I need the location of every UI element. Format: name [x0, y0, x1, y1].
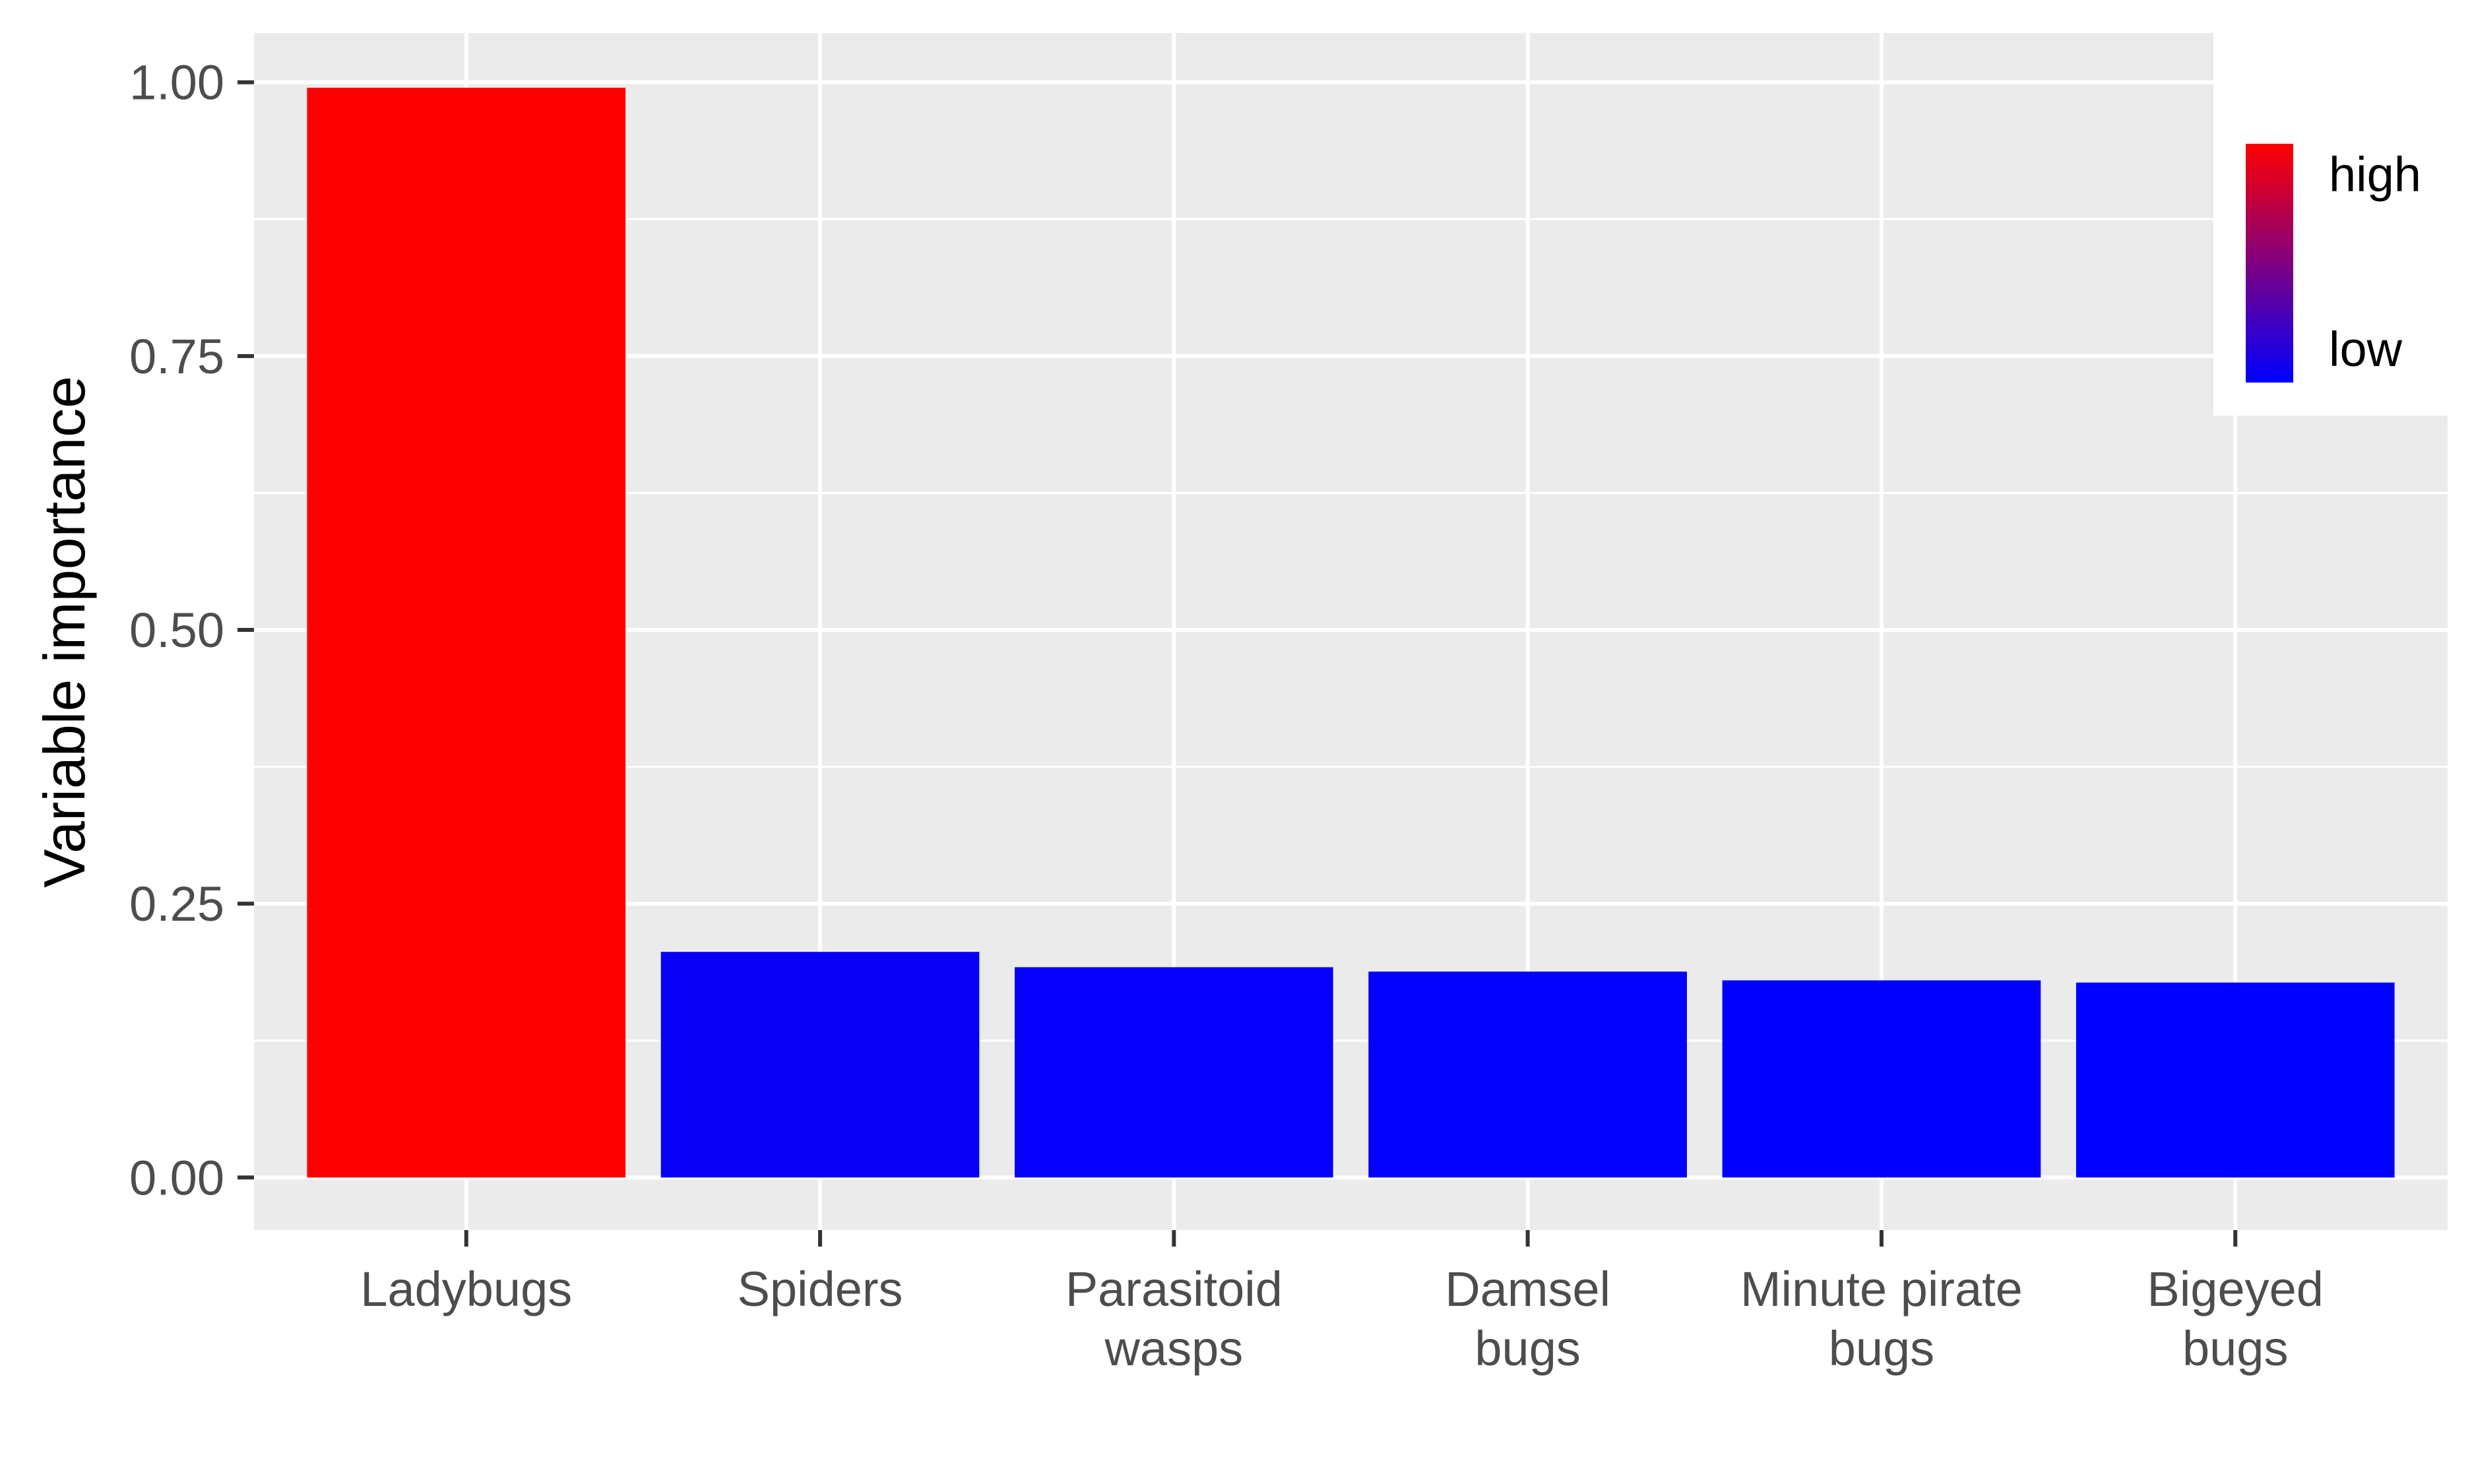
x-axis: Ladybugs Spiders Parasitoid wasps Damsel bugs…: [360, 1230, 2324, 1376]
bar: [2076, 982, 2395, 1178]
y-tick-label: 0.75: [129, 329, 224, 384]
legend-colorbar: [2246, 144, 2293, 383]
x-tick-label: Damsel bugs: [1445, 1262, 1610, 1376]
y-axis-title: Variable importance: [32, 376, 97, 888]
y-tick-label: 0.50: [129, 603, 224, 658]
legend: high low: [2213, 33, 2454, 416]
bar: [1015, 967, 1333, 1178]
bar: [307, 88, 626, 1178]
bar: [1368, 972, 1687, 1178]
y-axis: 0.00 0.25 0.50 0.75 1.00: [129, 55, 254, 1205]
bar: [1722, 980, 2041, 1178]
y-tick-label: 0.25: [129, 877, 224, 931]
x-tick-label: Parasitoid wasps: [1065, 1262, 1283, 1376]
bars: [307, 88, 2395, 1178]
x-tick-label: Spiders: [738, 1262, 903, 1316]
x-tick-label: Ladybugs: [360, 1262, 572, 1316]
bar: [660, 952, 980, 1178]
legend-high-label: high: [2329, 147, 2421, 202]
y-tick-label: 1.00: [129, 55, 224, 110]
legend-low-label: low: [2329, 322, 2403, 377]
x-tick-label: Bigeyed bugs: [2147, 1262, 2324, 1376]
x-tick-label: Minute pirate bugs: [1740, 1262, 2023, 1376]
y-tick-label: 0.00: [129, 1150, 224, 1205]
